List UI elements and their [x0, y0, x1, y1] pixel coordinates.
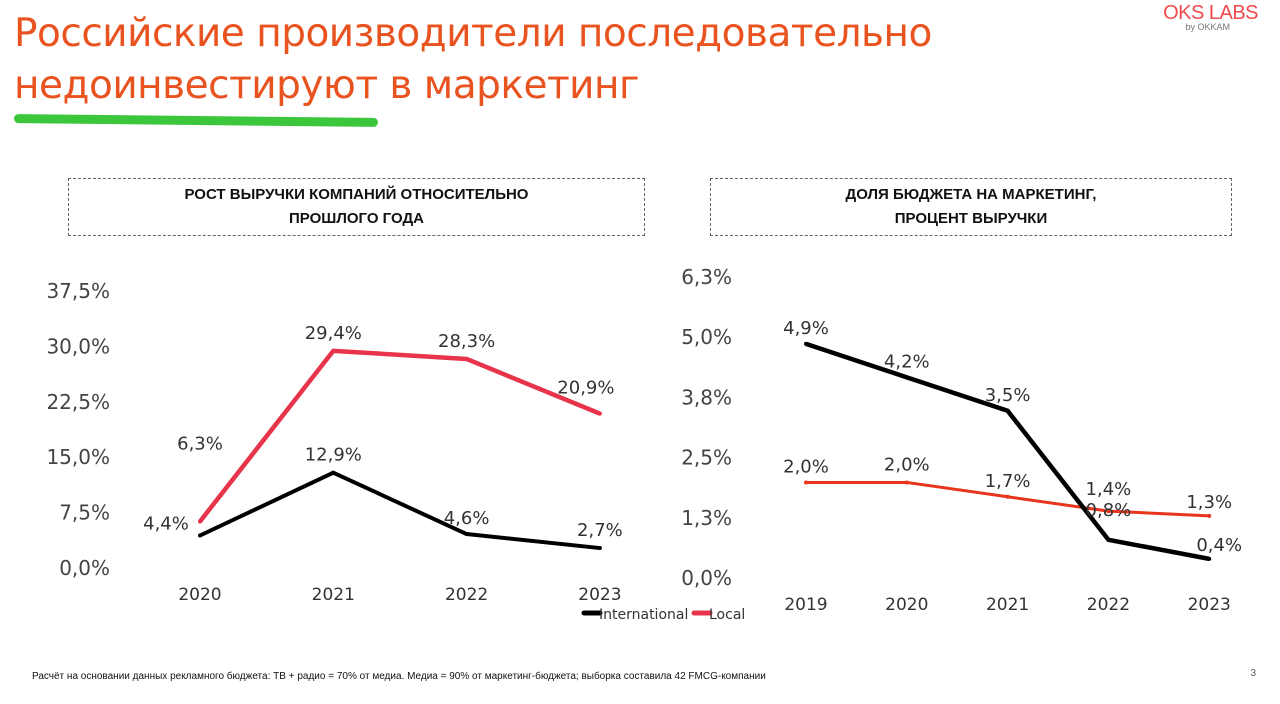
y-tick-label: 6,3% [681, 265, 732, 289]
data-label: 3,5% [985, 385, 1031, 406]
legend-label: Local [709, 607, 745, 623]
x-tick-label: 2021 [986, 595, 1029, 615]
data-label: 28,3% [438, 331, 495, 352]
data-point [904, 480, 909, 485]
data-point [464, 532, 469, 537]
x-tick-label: 2023 [578, 585, 621, 605]
data-point [1106, 509, 1111, 514]
data-label: 6,3% [177, 433, 223, 454]
data-label: 0,8% [1086, 500, 1132, 521]
data-point [1207, 556, 1212, 561]
data-point [198, 519, 202, 524]
data-point [1106, 537, 1111, 542]
data-point [198, 533, 202, 538]
left-title-line-1: РОСТ ВЫРУЧКИ КОМПАНИЙ ОТНОСИТЕЛЬНО [184, 186, 529, 203]
y-tick-label: 1,3% [681, 506, 732, 530]
x-tick-label: 2023 [1188, 595, 1231, 615]
data-point [904, 375, 909, 380]
y-tick-label: 5,0% [681, 325, 732, 349]
y-tick-label: 7,5% [59, 501, 110, 525]
data-label: 2,0% [884, 454, 930, 475]
data-point [331, 470, 336, 475]
data-label: 12,9% [305, 445, 362, 466]
y-tick-label: 30,0% [46, 334, 110, 358]
slide-title: Российские производители последовательно… [14, 8, 932, 112]
data-point [597, 411, 602, 416]
data-point [464, 356, 469, 361]
x-tick-label: 2019 [784, 595, 827, 615]
series-line-international [805, 341, 1210, 562]
y-tick-label: 3,8% [681, 385, 732, 409]
data-label: 1,7% [985, 471, 1031, 492]
data-point [804, 480, 808, 485]
y-tick-label: 0,0% [681, 566, 732, 590]
title-line-1: Российские производители последовательно [14, 11, 932, 56]
series-line-international [199, 470, 601, 551]
data-point [597, 546, 602, 551]
data-label: 4,2% [884, 351, 930, 372]
data-label: 4,4% [143, 513, 189, 534]
y-tick-label: 15,0% [46, 445, 110, 469]
right-title-line-1: ДОЛЯ БЮДЖЕТА НА МАРКЕТИНГ, [845, 186, 1097, 203]
right-title-line-2: ПРОЦЕНТ ВЫРУЧКИ [894, 210, 1048, 227]
y-tick-label: 0,0% [59, 556, 110, 580]
series-line-local [198, 348, 601, 523]
data-label: 1,3% [1186, 492, 1232, 513]
left-chart-title: РОСТ ВЫРУЧКИ КОМПАНИЙ ОТНОСИТЕЛЬНО ПРОШЛО… [68, 178, 645, 236]
data-point [1207, 513, 1212, 518]
data-label: 29,4% [305, 323, 362, 344]
data-point [1005, 494, 1010, 499]
data-point [804, 341, 808, 346]
data-label: 4,6% [444, 508, 490, 529]
logo-name: OKS LABS [1163, 2, 1258, 24]
data-label: 0,4% [1196, 535, 1242, 556]
x-tick-label: 2020 [885, 595, 928, 615]
x-tick-label: 2020 [178, 585, 221, 605]
data-point [331, 348, 336, 353]
footnote: Расчёт на основании данных рекламного бю… [32, 671, 766, 682]
x-tick-label: 2022 [1087, 595, 1130, 615]
data-label: 20,9% [557, 378, 614, 399]
data-label: 2,7% [577, 520, 623, 541]
page-number: 3 [1250, 668, 1256, 679]
x-tick-label: 2022 [445, 585, 488, 605]
y-tick-label: 2,5% [681, 446, 732, 470]
left-title-line-2: ПРОШЛОГО ГОДА [289, 210, 424, 227]
data-label: 4,9% [783, 318, 829, 339]
y-tick-label: 22,5% [46, 390, 110, 414]
data-label: 1,4% [1086, 479, 1132, 500]
y-tick-label: 37,5% [46, 279, 110, 303]
logo: OKS LABS by OKKAM [1163, 2, 1258, 32]
right-chart-title: ДОЛЯ БЮДЖЕТА НА МАРКЕТИНГ, ПРОЦЕНТ ВЫРУЧК… [710, 178, 1232, 236]
title-line-2: недоинвестируют в маркетинг [14, 63, 639, 108]
logo-sub: by OKKAM [1185, 22, 1230, 32]
data-label: 2,0% [783, 456, 829, 477]
x-tick-label: 2021 [312, 585, 355, 605]
data-point [1005, 408, 1010, 413]
legend-label: International [599, 607, 688, 623]
